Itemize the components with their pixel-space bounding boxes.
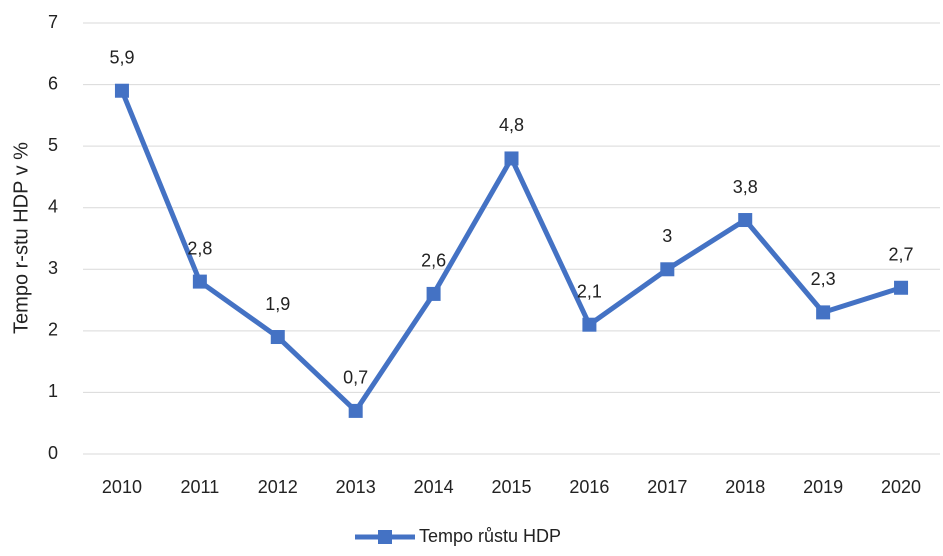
y-tick-label: 0 — [48, 443, 58, 463]
point-marker — [192, 274, 207, 289]
point-marker — [114, 83, 129, 98]
data-label: 2,6 — [421, 251, 446, 271]
x-tick-label: 2013 — [336, 477, 376, 497]
y-tick-label: 7 — [48, 12, 58, 32]
data-label: 5,9 — [109, 47, 134, 67]
point-marker — [426, 286, 441, 301]
x-tick-label: 2012 — [258, 477, 298, 497]
data-label: 2,8 — [187, 238, 212, 258]
data-label: 2,1 — [577, 281, 602, 301]
data-label: 4,8 — [499, 115, 524, 135]
point-marker — [816, 305, 831, 320]
y-tick-label: 5 — [48, 135, 58, 155]
x-tick-label: 2019 — [803, 477, 843, 497]
x-tick-label: 2011 — [181, 477, 220, 497]
data-label: 0,7 — [343, 368, 368, 388]
x-tick-label: 2017 — [647, 477, 687, 497]
point-marker — [348, 403, 363, 418]
x-tick-label: 2020 — [881, 477, 921, 497]
legend-label: Tempo růstu HDP — [419, 526, 561, 546]
point-marker — [660, 262, 675, 277]
data-label: 2,7 — [889, 245, 914, 265]
y-tick-label: 1 — [48, 381, 58, 401]
series-line — [119, 89, 902, 414]
data-label: 3,8 — [733, 177, 758, 197]
y-tick-label: 6 — [48, 73, 58, 93]
point-marker — [738, 213, 753, 228]
point-marker — [270, 330, 285, 345]
point-marker — [582, 317, 597, 332]
point-marker — [504, 151, 519, 166]
x-tick-label: 2010 — [102, 477, 142, 497]
point-marker — [894, 280, 909, 295]
data-label: 3 — [662, 226, 672, 246]
x-tick-label: 2015 — [491, 477, 531, 497]
y-tick-label: 2 — [48, 320, 58, 340]
x-tick-label: 2016 — [569, 477, 609, 497]
legend-marker — [378, 530, 392, 544]
data-label: 1,9 — [265, 294, 290, 314]
y-tick-label: 3 — [48, 258, 58, 278]
data-label: 2,3 — [811, 269, 836, 289]
x-tick-label: 2014 — [414, 477, 454, 497]
x-tick-label: 2018 — [725, 477, 765, 497]
y-axis-label: Tempo r-stu HDP v % — [10, 142, 32, 334]
y-tick-label: 4 — [48, 196, 58, 216]
